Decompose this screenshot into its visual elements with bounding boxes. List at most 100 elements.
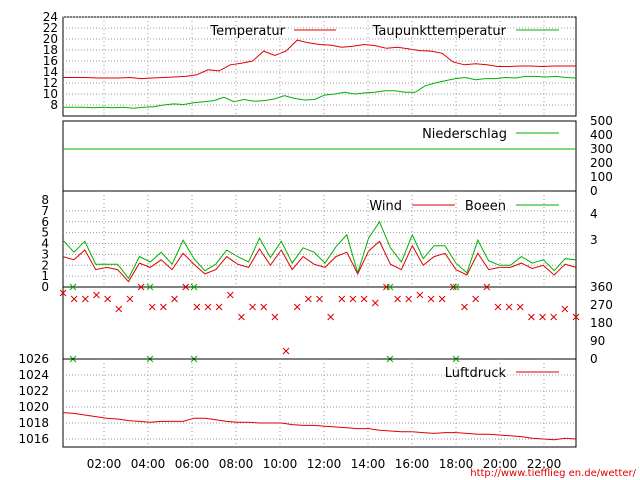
- x-tick-label: 08:00: [219, 457, 254, 471]
- direction-point: [204, 303, 212, 311]
- direction-point-calm: [69, 283, 77, 291]
- direction-point: [539, 313, 546, 321]
- temperature-y-tick: 16: [43, 54, 58, 68]
- direction-y-tick: 270: [590, 298, 613, 312]
- direction-point: [449, 283, 457, 291]
- wind-y-tick: 8: [41, 193, 49, 207]
- direction-point: [193, 303, 201, 311]
- direction-point: [494, 303, 502, 311]
- direction-point: [472, 295, 479, 303]
- dewpoint-line: [63, 75, 577, 109]
- direction-point: [438, 295, 446, 303]
- direction-point: [93, 291, 100, 299]
- direction-point: [171, 295, 178, 303]
- direction-point-calm: [386, 283, 394, 291]
- direction-point: [293, 303, 301, 311]
- direction-point: [371, 299, 379, 307]
- wind-y-tick: 0: [41, 280, 49, 294]
- temperature-y-tick: 14: [43, 65, 58, 79]
- dewpoint-legend-label: Taupunkttemperatur: [372, 24, 507, 39]
- direction-point: [126, 295, 134, 303]
- wind-y-tick: 2: [41, 258, 49, 272]
- direction-point: [561, 305, 569, 313]
- direction-point: [483, 283, 491, 291]
- direction-y-tick: 90: [590, 334, 605, 348]
- direction-point: [271, 313, 279, 321]
- pressure-y-tick: 1022: [18, 384, 49, 398]
- pressure-y-tick: 1020: [18, 400, 49, 414]
- direction-point: [238, 313, 245, 321]
- pressure-legend-label: Luftdruck: [445, 366, 507, 381]
- direction-point-calm: [190, 283, 198, 291]
- direction-point: [215, 303, 223, 311]
- direction-panel-frame: [62, 286, 577, 360]
- precipitation-y-tick: 0: [590, 184, 598, 198]
- precipitation-y-tick: 200: [590, 156, 613, 170]
- direction-point: [115, 305, 123, 313]
- temperature-y-tick: 18: [43, 43, 58, 57]
- direction-point: [360, 295, 368, 303]
- direction-point: [427, 295, 435, 303]
- direction-point: [282, 347, 290, 355]
- gusts-legend-label: Boeen: [465, 199, 506, 214]
- direction-point: [316, 295, 323, 303]
- direction-point: [70, 295, 78, 303]
- direction-point: [148, 303, 156, 311]
- wind-y-tick: 6: [41, 215, 49, 229]
- temperature-y-tick: 22: [43, 21, 58, 35]
- pressure-y-tick: 1018: [18, 416, 49, 430]
- precipitation-y-tick: 500: [590, 114, 613, 128]
- pressure-y-tick: 1024: [18, 368, 49, 382]
- direction-point: [304, 295, 312, 303]
- x-tick-label: 10:00: [263, 457, 298, 471]
- direction-point: [405, 295, 413, 303]
- direction-point: [260, 303, 268, 311]
- pressure-y-tick: 1026: [18, 352, 49, 366]
- direction-point: [550, 313, 558, 321]
- direction-point: [137, 283, 145, 291]
- direction-point: [349, 295, 357, 303]
- direction-point-calm: [452, 283, 460, 291]
- direction-point: [338, 295, 346, 303]
- source-url: http://www.tiefflieg en.de/wetter/: [470, 468, 636, 479]
- temperature-y-tick: 10: [43, 87, 58, 101]
- pressure-y-tick: 1016: [18, 432, 49, 446]
- direction-y-tick: 0: [590, 352, 598, 366]
- precipitation-y-tick: 400: [590, 128, 613, 142]
- temperature-y-tick: 8: [50, 98, 58, 112]
- x-tick-label: 20:00: [483, 457, 518, 471]
- x-tick-label: 18:00: [439, 457, 474, 471]
- wind-y-tick: 3: [41, 247, 49, 261]
- x-tick-label: 16:00: [395, 457, 430, 471]
- direction-point: [249, 303, 256, 311]
- direction-point: [182, 283, 190, 291]
- direction-point: [327, 313, 335, 321]
- x-tick-label: 04:00: [131, 457, 166, 471]
- precipitation-y-tick: 300: [590, 142, 613, 156]
- x-tick-label: 02:00: [87, 457, 122, 471]
- direction-y-tick: 180: [590, 316, 613, 330]
- temperature-legend-label: Temperatur: [209, 24, 285, 39]
- temperature-line: [63, 39, 576, 80]
- direction-point: [104, 295, 111, 303]
- temperature-y-tick: 20: [43, 32, 58, 46]
- direction-point: [226, 291, 234, 299]
- x-tick-label: 14:00: [351, 457, 386, 471]
- pressure-line: [62, 412, 577, 441]
- direction-point-calm: [146, 283, 154, 291]
- wind-y-tick: 7: [41, 204, 49, 218]
- direction-point: [394, 295, 401, 303]
- direction-point: [505, 303, 513, 311]
- wind-y-tick: 4: [41, 237, 49, 251]
- temperature-y-tick: 12: [43, 76, 58, 90]
- direction-point: [572, 313, 580, 321]
- precipitation-y-tick: 100: [590, 170, 613, 184]
- wind-y-tick: 1: [41, 269, 49, 283]
- temperature-y-tick: 24: [43, 10, 58, 24]
- x-tick-label: 12:00: [307, 457, 342, 471]
- x-tick-label: 06:00: [175, 457, 210, 471]
- x-tick-label: 22:00: [527, 457, 562, 471]
- precipitation-legend-label: Niederschlag: [422, 127, 507, 142]
- wind-line: [62, 240, 577, 283]
